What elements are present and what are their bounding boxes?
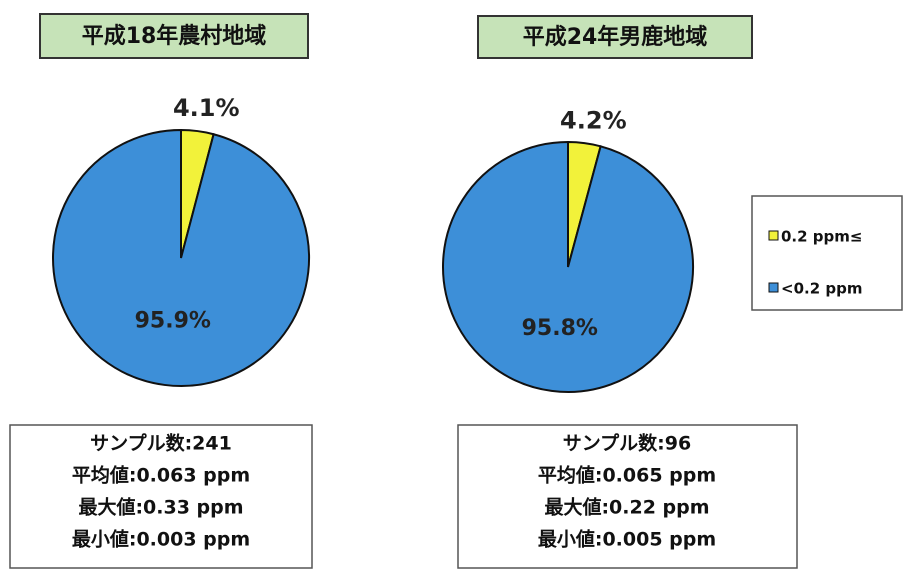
info-line: 最大値:0.33 ppm xyxy=(78,496,243,519)
title-box xyxy=(39,13,309,59)
slice-label: 4.1% xyxy=(173,94,240,122)
pie-slice xyxy=(442,140,694,393)
slice-label: 95.9% xyxy=(135,308,211,333)
pie-slice xyxy=(52,128,310,387)
slice-label: 4.2% xyxy=(560,106,627,134)
chart-title: 平成18年農村地域 xyxy=(82,23,267,49)
info-line: 平均値:0.063 ppm xyxy=(72,464,250,487)
info-box xyxy=(457,424,798,569)
info-box xyxy=(9,424,313,569)
info-line: 最小値:0.003 ppm xyxy=(72,529,250,551)
info-line: 最小値:0.005 ppm xyxy=(538,529,716,551)
info-line: サンプル数:241 xyxy=(90,432,232,455)
info-line: 最大値:0.22 ppm xyxy=(544,496,709,519)
legend-swatch xyxy=(768,230,779,241)
info-line: 平均値:0.065 ppm xyxy=(538,464,716,487)
legend-label: 0.2 ppm≤ xyxy=(781,228,862,246)
title-box xyxy=(477,15,753,59)
info-line: サンプル数:96 xyxy=(563,432,691,455)
slice-label: 95.8% xyxy=(522,316,598,341)
chart-title: 平成24年男鹿地域 xyxy=(523,24,708,50)
legend-label: <0.2 ppm xyxy=(781,280,862,298)
legend-swatch xyxy=(768,282,779,293)
